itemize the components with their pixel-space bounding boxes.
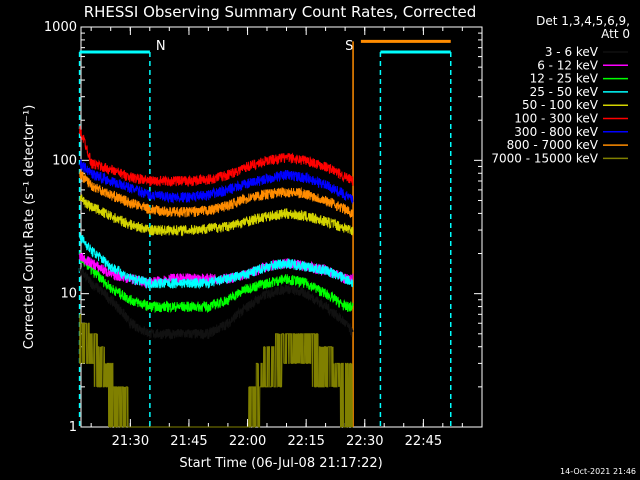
legend-label: 300 - 800 keV: [514, 125, 598, 139]
x-tick-label: 22:30: [346, 434, 383, 449]
plot-frame: [80, 26, 483, 428]
y-tick-label: 1000: [44, 20, 77, 35]
series-line-7: [79, 169, 354, 219]
chart-title: RHESSI Observing Summary Count Rates, Co…: [84, 3, 477, 21]
legend-label: 7000 - 15000 keV: [491, 151, 598, 165]
series-line-4: [79, 194, 354, 237]
y-axis: 1 10 100 1000: [44, 20, 482, 435]
legend-header-line-2: Att 0: [601, 27, 630, 41]
legend-header-line-1: Det 1,3,4,5,6,9,: [536, 14, 630, 28]
series-line-8: [79, 313, 353, 428]
legend-label: 25 - 50 keV: [530, 85, 599, 99]
series-group: [79, 125, 354, 428]
series-line-2: [79, 252, 354, 314]
x-axis-label: Start Time (06-Jul-08 21:17:22): [179, 456, 382, 471]
legend-label: 12 - 25 keV: [530, 72, 599, 86]
x-axis: 21:30 21:45 22:00 22:15 22:30 22:45: [90, 27, 463, 449]
marker-n-label: N: [156, 39, 166, 54]
x-tick-label: 21:30: [112, 434, 149, 449]
x-tick-label: 21:45: [170, 434, 207, 449]
legend-label: 6 - 12 keV: [537, 58, 599, 72]
y-axis-label: Corrected Count Rate (s⁻¹ detector⁻¹): [22, 105, 37, 350]
x-tick-label: 22:45: [405, 434, 442, 449]
legend-label: 800 - 7000 keV: [507, 138, 599, 152]
x-tick-label: 22:00: [229, 434, 266, 449]
series-line-3: [79, 232, 354, 290]
series-line-6: [79, 158, 354, 205]
y-tick-label: 10: [60, 287, 77, 302]
y-tick-label: 100: [52, 153, 77, 168]
timestamp: 14-Oct-2021 21:46: [560, 467, 636, 476]
legend-label: 100 - 300 keV: [514, 112, 598, 126]
x-tick-label: 22:15: [287, 434, 324, 449]
series-line-5: [79, 125, 354, 188]
series-line-0: [79, 265, 354, 340]
legend-label: 3 - 6 keV: [545, 45, 599, 59]
y-tick-label: 1: [69, 420, 77, 435]
legend-label: 50 - 100 keV: [522, 98, 599, 112]
marker-s-label: S: [345, 39, 353, 54]
